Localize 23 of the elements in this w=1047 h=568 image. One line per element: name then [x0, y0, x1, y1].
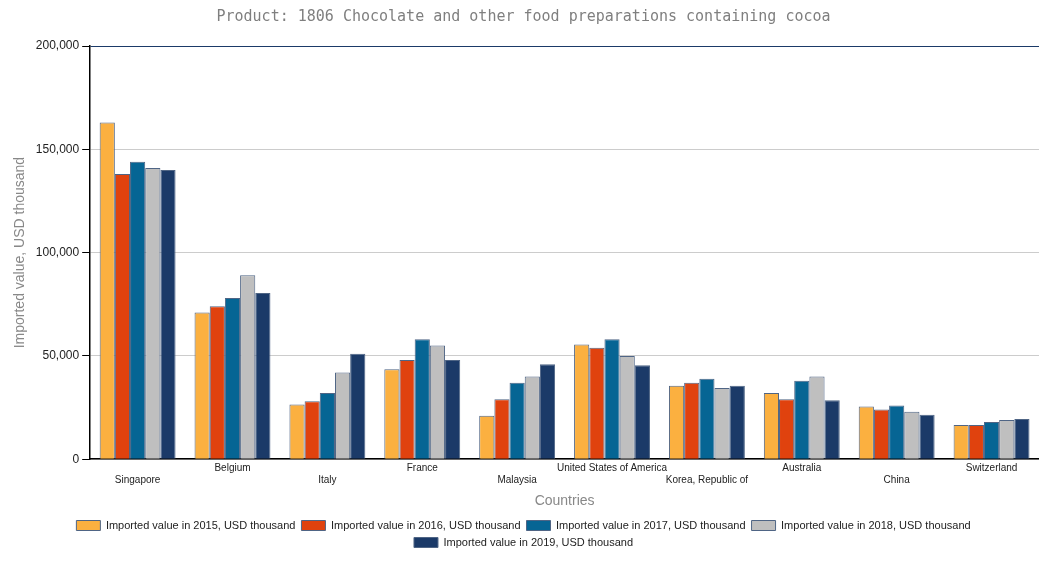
legend-label: Imported value in 2019, USD thousand [443, 535, 634, 548]
x-tick-label: Australia [782, 461, 822, 473]
x-tick-label: United States of America [557, 461, 668, 473]
x-tick-label: Belgium [214, 461, 251, 473]
y-tick-label: 0 [72, 451, 80, 466]
x-tick-label: China [883, 473, 911, 485]
x-tick-label: Malaysia [497, 473, 538, 485]
legend-label: Imported value in 2016, USD thousand [330, 518, 521, 531]
x-axis-title: Countries [534, 492, 595, 509]
x-tick-label: Singapore [114, 473, 161, 485]
y-tick-label: 200,000 [35, 38, 80, 53]
chart-title: Product: 1806 Chocolate and other food preparations containing cocoa [216, 6, 831, 25]
legend-label: Imported value in 2015, USD thousand [105, 518, 296, 531]
y-tick-label: 100,000 [35, 244, 80, 259]
legend-label: Imported value in 2017, USD thousand [556, 518, 746, 531]
x-tick-label: Korea, Republic of [665, 473, 749, 485]
legend-label: Imported value in 2018, USD thousand [781, 518, 971, 531]
x-tick-label: Italy [318, 473, 337, 485]
x-tick-label: Switzerland [965, 461, 1018, 473]
y-tick-label: 50,000 [42, 348, 80, 363]
y-tick-label: 150,000 [35, 141, 80, 156]
x-tick-label: France [406, 461, 439, 473]
y-axis-title: Imported value, USD thousand [11, 156, 28, 349]
